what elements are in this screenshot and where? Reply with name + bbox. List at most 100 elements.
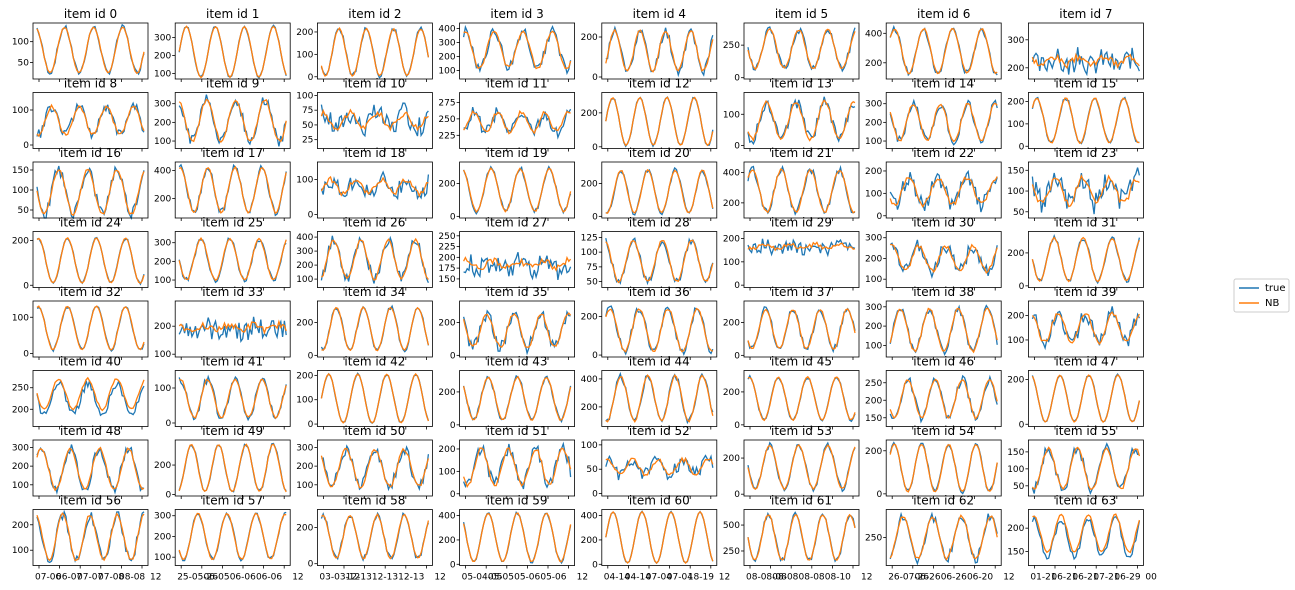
y-tick-label: 200 bbox=[581, 179, 598, 189]
series-true-line bbox=[463, 252, 572, 281]
panel-frame bbox=[1028, 161, 1144, 219]
panel-item-36: item id 36 0 200 bbox=[581, 285, 718, 361]
series-nb-line bbox=[36, 168, 145, 217]
panel-item-49: item id 49 0 200 bbox=[154, 424, 291, 501]
y-tick-label: 100 bbox=[438, 467, 455, 477]
y-tick-label: 0 bbox=[308, 560, 314, 570]
panel-title: item id 27 bbox=[487, 216, 548, 230]
y-tick-label: 0 bbox=[165, 491, 171, 501]
series-nb-line bbox=[178, 25, 287, 79]
panel-title: item id 10 bbox=[344, 77, 405, 91]
series-nb-line bbox=[320, 26, 430, 77]
x-tick-label-end: 12 bbox=[150, 573, 161, 583]
series-true-line bbox=[321, 444, 430, 492]
y-tick-label: 400 bbox=[581, 512, 598, 522]
y-tick-label: 150 bbox=[1007, 166, 1024, 176]
y-tick-label: 175 bbox=[438, 264, 455, 274]
x-tick-label: 08-10 bbox=[825, 573, 851, 583]
y-tick-label: 225 bbox=[438, 243, 455, 253]
y-tick-label: 250 bbox=[865, 379, 882, 389]
y-tick-label: 100 bbox=[865, 275, 882, 285]
y-tick-label: 200 bbox=[865, 59, 882, 69]
series-nb-line bbox=[1031, 174, 1140, 208]
series-nb-line bbox=[605, 96, 714, 147]
y-tick-label: 100 bbox=[581, 248, 598, 258]
x-tick-label: 08-08-08 bbox=[746, 573, 787, 583]
panel-title: item id 50 bbox=[344, 424, 405, 438]
panel-title: item id 2 bbox=[348, 7, 401, 21]
panel-title: item id 43 bbox=[487, 355, 548, 369]
panel-title: item id 7 bbox=[1059, 7, 1112, 21]
x-tick-label: 07-06 bbox=[35, 573, 61, 583]
series-nb-line bbox=[605, 456, 714, 477]
panel-item-47: item id 47 0 200 bbox=[1007, 355, 1144, 430]
series-nb-line bbox=[462, 312, 572, 348]
panel-frame bbox=[885, 231, 1002, 288]
panel-title: item id 4 bbox=[633, 7, 686, 21]
panel-frame bbox=[316, 370, 433, 427]
y-tick-label: 0 bbox=[450, 421, 456, 431]
x-tick-label: 07-04 bbox=[646, 573, 672, 583]
series-nb-line bbox=[889, 102, 998, 143]
panel-item-63: item id 6315020001-2106-2106-2107-2106-2… bbox=[1007, 494, 1157, 583]
x-tick-label: 06-26 bbox=[941, 573, 967, 583]
panel-title: item id 39 bbox=[1055, 285, 1116, 299]
y-tick-label: 0 bbox=[1019, 142, 1025, 152]
y-tick-label: 200 bbox=[296, 371, 313, 381]
y-tick-label: 100 bbox=[154, 350, 171, 360]
y-tick-label: 0 bbox=[308, 420, 314, 430]
series-true-line bbox=[1031, 96, 1140, 145]
series-nb-line bbox=[320, 237, 429, 281]
series-nb-line bbox=[462, 375, 572, 421]
x-tick-label: 06-26 bbox=[914, 573, 940, 583]
panel-frame bbox=[885, 300, 1002, 358]
y-tick-label: 250 bbox=[438, 232, 455, 242]
y-tick-label: 200 bbox=[154, 322, 171, 332]
series-nb-line bbox=[605, 510, 714, 564]
panel-frame bbox=[1028, 22, 1144, 80]
x-tick-label: 07-07 bbox=[77, 573, 103, 583]
series-nb-line bbox=[36, 237, 145, 285]
panel-title: item id 34 bbox=[344, 285, 405, 299]
panel-item-0: item id 0 50 100 bbox=[12, 7, 149, 82]
panel-item-2: item id 2 0 100 200 bbox=[296, 7, 433, 83]
x-tick-label-end: 00 bbox=[1145, 573, 1157, 583]
panel-item-33: item id 33 100 200 bbox=[154, 285, 291, 360]
y-tick-label: 200 bbox=[865, 167, 882, 177]
panel-item-12: item id 12 0 200 bbox=[581, 77, 718, 153]
y-tick-label: 0 bbox=[876, 212, 882, 222]
panel-title: item id 53 bbox=[771, 424, 832, 438]
panel-title: item id 20 bbox=[629, 146, 690, 160]
y-tick-label: 100 bbox=[581, 441, 598, 451]
panel-title: item id 59 bbox=[487, 494, 548, 508]
panel-item-4: item id 4 0 200 bbox=[581, 7, 718, 83]
y-tick-label: 0 bbox=[592, 73, 598, 83]
y-tick-label: 200 bbox=[1007, 375, 1024, 385]
series-nb-line bbox=[321, 306, 430, 352]
panel-item-13: item id 13 0 100 bbox=[723, 77, 860, 152]
y-tick-label: 25 bbox=[302, 136, 313, 146]
y-tick-label: 200 bbox=[581, 109, 598, 119]
panel-title: item id 5 bbox=[775, 7, 828, 21]
y-tick-label: 100 bbox=[296, 91, 313, 101]
series-nb-line bbox=[178, 512, 287, 561]
series-true-line bbox=[36, 444, 145, 496]
legend-label-true: true bbox=[1265, 283, 1286, 294]
y-tick-label: 100 bbox=[12, 313, 29, 323]
panel-frame bbox=[601, 439, 718, 497]
y-tick-label: 250 bbox=[723, 41, 740, 51]
y-tick-label: 50 bbox=[18, 206, 30, 216]
y-tick-label: 0 bbox=[734, 74, 740, 84]
series-nb-line bbox=[605, 307, 714, 353]
panel-item-9: item id 9 100 200 300 bbox=[154, 77, 291, 152]
y-tick-label: 250 bbox=[438, 115, 455, 125]
y-tick-label: 200 bbox=[154, 52, 171, 62]
panel-item-50: item id 50 100 200 300 bbox=[296, 424, 433, 499]
x-tick-label: 05-06 bbox=[540, 573, 566, 583]
panel-frame bbox=[743, 22, 860, 80]
y-tick-label: 200 bbox=[723, 235, 740, 245]
series-nb-line bbox=[1031, 52, 1140, 70]
y-tick-label: 150 bbox=[12, 166, 29, 176]
